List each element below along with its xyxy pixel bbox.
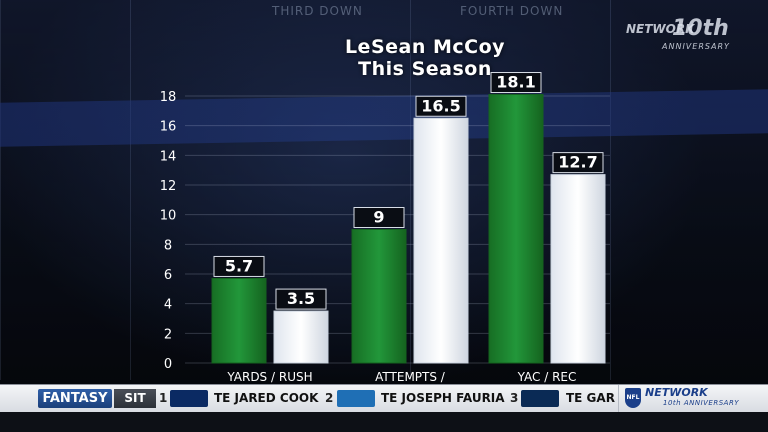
ticker-rank: 3 <box>510 391 519 405</box>
ticker-shadow <box>0 412 768 432</box>
ticker-rank: 1 <box>159 391 168 405</box>
y-tick-label: 12 <box>160 179 177 194</box>
data-label: 9 <box>373 208 384 227</box>
data-label-box <box>552 152 604 174</box>
chart-title-block: LeSean McCoy This Season <box>290 36 560 80</box>
network-logo-subtitle: ANNIVERSARY <box>662 42 730 51</box>
background-tab-fourth-down: FOURTH DOWN <box>460 4 564 18</box>
chart-subtitle: This Season <box>358 58 492 80</box>
network-logo-number: 10th <box>672 16 729 41</box>
data-label: 12.7 <box>558 153 597 172</box>
ticker-player-name: TE JOSEPH FAURIA <box>381 391 505 405</box>
y-tick-label: 6 <box>164 268 172 283</box>
x-category-label: YARDS / RUSH <box>226 370 312 384</box>
data-label: 5.7 <box>225 256 253 275</box>
texans-logo-icon <box>521 390 559 407</box>
network-logo-text: NETWORK <box>626 22 695 36</box>
nfl-shield-icon: NFL <box>625 388 641 408</box>
bar <box>413 117 469 364</box>
sit-label: SIT <box>114 389 156 408</box>
y-tick-label: 14 <box>160 149 177 164</box>
data-label-box <box>213 255 265 277</box>
chart-title: LeSean McCoy <box>344 36 506 58</box>
ticker-logo-subtitle: 10th ANNIVERSARY <box>663 399 740 407</box>
x-category-label: EXPLOSIVE RUSH <box>358 383 461 384</box>
bar <box>550 174 606 364</box>
network-logo: NETWORK 10th ANNIVERSARY <box>626 16 762 58</box>
y-tick-label: 2 <box>164 327 172 342</box>
background-panel <box>0 0 131 380</box>
y-tick-label: 10 <box>160 209 177 224</box>
bar <box>488 94 544 364</box>
ticker-logo-text: NETWORK <box>645 386 708 399</box>
bar <box>211 277 267 364</box>
data-label-box <box>415 95 467 117</box>
data-label-box <box>490 72 542 94</box>
data-label: 18.1 <box>496 73 535 92</box>
bar <box>273 310 329 364</box>
ticker-player-name: TE GAR <box>566 391 615 405</box>
lions-logo-icon <box>337 390 375 407</box>
data-label-box <box>353 207 405 228</box>
data-label: 3.5 <box>287 289 315 308</box>
x-category-label: YAC / REC <box>517 370 577 384</box>
bar <box>351 229 407 364</box>
x-category-label: ATTEMPTS / <box>375 370 446 384</box>
background-panel <box>610 0 768 380</box>
data-label: 16.5 <box>421 96 460 115</box>
y-tick-label: 8 <box>164 238 172 253</box>
ticker-bar: FANTASY SIT 1 TE JARED COOK 2 TE JOSEPH … <box>0 384 768 413</box>
data-label-box <box>275 288 327 310</box>
rams-logo-icon <box>170 390 208 407</box>
background-tab-third-down: THIRD DOWN <box>272 4 363 18</box>
ticker-network-logo: NFL NETWORK 10th ANNIVERSARY <box>618 385 768 412</box>
y-tick-label: 4 <box>164 298 172 313</box>
ticker-rank: 2 <box>325 391 334 405</box>
y-tick-label: 18 <box>160 90 177 105</box>
y-tick-label: 0 <box>164 357 172 372</box>
ticker-player-name: TE JARED COOK <box>214 391 319 405</box>
y-tick-label: 16 <box>160 120 177 135</box>
bar-chart: 0 2 4 6 8 10 12 14 16 18 5.7 3.5 YARDS / RUSH 9 16.5 AT… <box>160 72 610 384</box>
fantasy-label: FANTASY <box>38 389 112 408</box>
